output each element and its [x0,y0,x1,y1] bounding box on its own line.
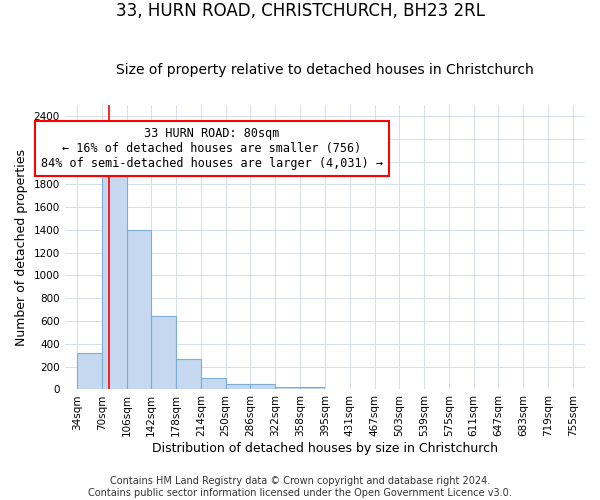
X-axis label: Distribution of detached houses by size in Christchurch: Distribution of detached houses by size … [152,442,498,455]
Text: Contains HM Land Registry data © Crown copyright and database right 2024.
Contai: Contains HM Land Registry data © Crown c… [88,476,512,498]
Text: 33 HURN ROAD: 80sqm
← 16% of detached houses are smaller (756)
84% of semi-detac: 33 HURN ROAD: 80sqm ← 16% of detached ho… [41,128,383,170]
Text: 33, HURN ROAD, CHRISTCHURCH, BH23 2RL: 33, HURN ROAD, CHRISTCHURCH, BH23 2RL [115,2,485,21]
Bar [151,316,176,390]
Bar [127,230,151,390]
Bar [102,164,127,390]
Y-axis label: Number of detached properties: Number of detached properties [15,148,28,346]
Bar [300,386,325,390]
Bar [226,384,250,390]
Bar [77,353,102,390]
Bar [201,378,226,390]
Bar [275,386,300,390]
Bar [250,384,275,390]
Title: Size of property relative to detached houses in Christchurch: Size of property relative to detached ho… [116,63,534,77]
Bar [176,358,201,390]
